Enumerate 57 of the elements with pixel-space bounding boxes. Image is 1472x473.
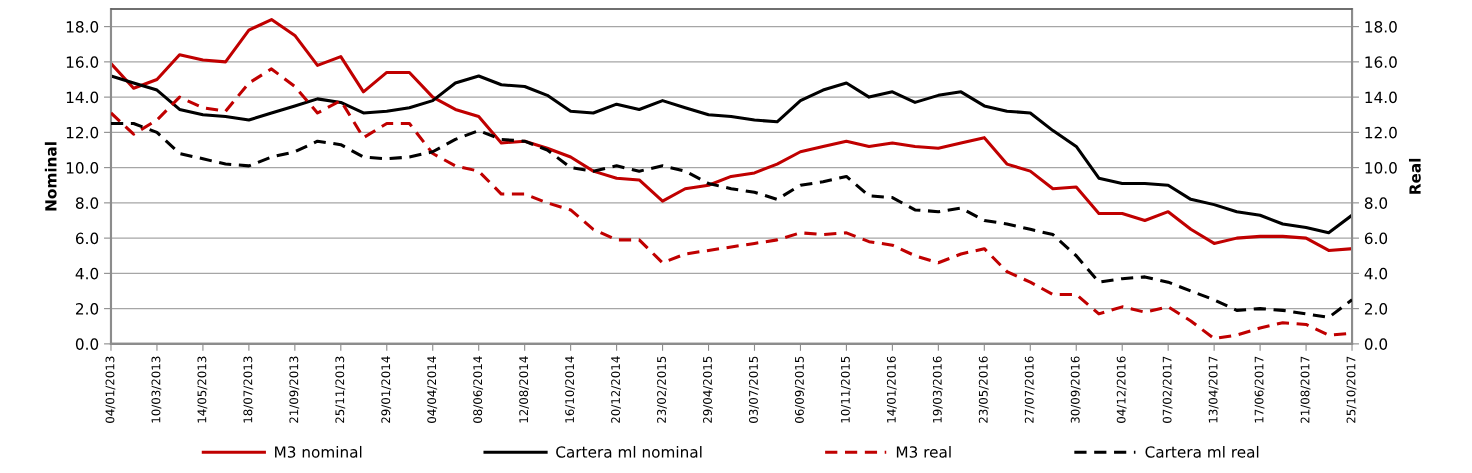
legend-label: Cartera ml real <box>1145 445 1259 458</box>
x-tick-label: 14/01/2016 <box>886 356 897 423</box>
y2-tick-label: 16.0 <box>1365 56 1397 68</box>
y2-axis-title: Real <box>1408 158 1421 194</box>
x-tick-label: 17/06/2017 <box>1254 356 1265 423</box>
x-tick-label: 21/08/2017 <box>1300 356 1311 423</box>
y2-tick-label: 18.0 <box>1365 21 1397 33</box>
y-tick-label: 12.0 <box>66 126 99 139</box>
x-tick-label: 06/09/2015 <box>794 356 805 423</box>
x-tick-label: 10/11/2015 <box>840 356 851 423</box>
x-tick-label: 07/02/2017 <box>1162 356 1173 423</box>
x-tick-label: 23/05/2016 <box>978 356 989 423</box>
x-tick-label: 30/09/2016 <box>1070 356 1081 423</box>
line-series <box>110 74 1353 235</box>
x-tick-label: 12/08/2014 <box>519 356 530 423</box>
x-tick-label: 04/01/2013 <box>105 356 116 423</box>
line-series <box>110 18 1353 252</box>
x-tick-label: 29/04/2015 <box>703 356 713 423</box>
y2-tick-label: 14.0 <box>1365 91 1397 104</box>
x-tick-label: 29/01/2014 <box>381 356 392 423</box>
y2-tick-label: 2.0 <box>1364 303 1388 315</box>
x-tick-label: 25/11/2013 <box>335 356 346 423</box>
y2-tick-label: 12.0 <box>1365 126 1397 139</box>
y2-tick-label: 10.0 <box>1365 162 1397 174</box>
y2-tick-label: 0.0 <box>1364 338 1388 350</box>
y-tick-label: 10.0 <box>66 162 99 174</box>
x-tick-label: 10/03/2013 <box>151 356 162 423</box>
y2-tick-label: 8.0 <box>1364 197 1388 209</box>
y2-tick-label: 6.0 <box>1364 232 1388 245</box>
y-tick-label: 6.0 <box>75 232 99 245</box>
y-tick-label: 16.0 <box>66 56 99 68</box>
y-tick-label: 14.0 <box>66 91 99 104</box>
legend-label: M3 real <box>896 445 951 458</box>
x-tick-label: 23/02/2015 <box>657 356 667 423</box>
y-axis-title: Nominal <box>44 142 57 211</box>
x-tick-label: 16/10/2014 <box>565 356 575 423</box>
y-tick-label: 18.0 <box>66 21 99 33</box>
x-tick-label: 08/06/2014 <box>473 356 484 423</box>
legend-label: M3 nominal <box>275 445 362 458</box>
x-tick-label: 14/05/2013 <box>197 356 208 423</box>
y2-tick-label: 4.0 <box>1364 267 1388 280</box>
x-tick-label: 04/12/2016 <box>1116 356 1127 423</box>
x-tick-label: 19/03/2016 <box>932 356 943 423</box>
y-tick-label: 2.0 <box>76 303 99 315</box>
x-tick-label: 18/07/2013 <box>243 356 254 423</box>
line-series <box>110 122 1353 319</box>
x-tick-label: 27/07/2016 <box>1024 356 1035 423</box>
x-tick-label: 04/04/2014 <box>427 356 438 423</box>
x-tick-label: 20/12/2014 <box>611 356 621 423</box>
legend-label: Cartera ml nominal <box>556 445 702 458</box>
x-tick-label: 03/07/2015 <box>748 356 759 423</box>
y-tick-label: 4.0 <box>75 267 99 280</box>
y-tick-label: 8.0 <box>75 197 99 209</box>
x-tick-label: 13/04/2017 <box>1208 356 1219 423</box>
x-tick-label: 21/09/2013 <box>289 356 300 423</box>
x-tick-label: 25/10/2017 <box>1346 356 1357 423</box>
y-tick-label: 0.0 <box>75 338 99 350</box>
